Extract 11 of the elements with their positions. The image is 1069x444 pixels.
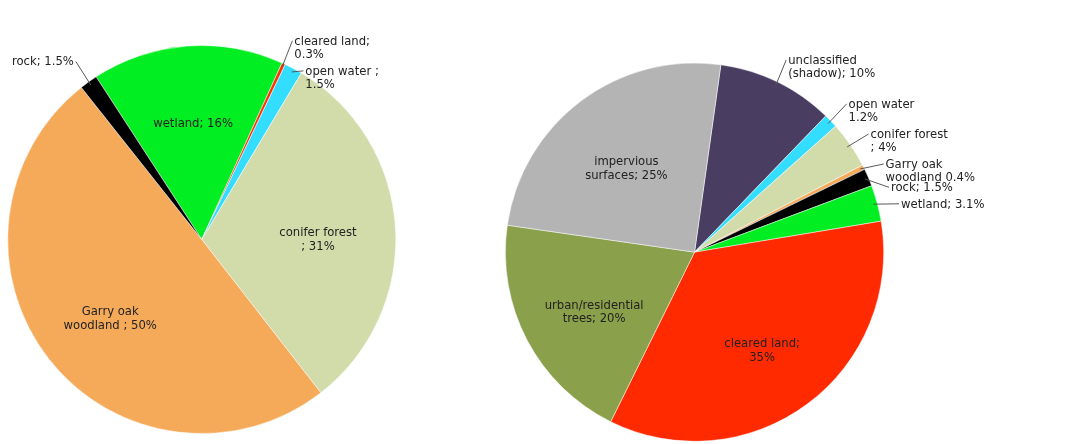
slice-label: unclassified (shadow); 10% [788,52,876,81]
slice-label: conifer forest ; 4% [870,126,949,155]
slice-label: wetland; 16% [153,116,233,131]
slice-label: open water ; 1.5% [305,63,379,92]
slice-label: Garry oak woodland ; 50% [63,304,157,332]
slice-label: conifer forest ; 31% [279,225,358,253]
slice-label: impervious surfaces; 25% [585,154,668,182]
slice-label: cleared land; 35% [724,336,800,364]
slice-label: urban/residential trees; 20% [544,297,644,326]
slice-label: wetland; 3.1% [901,196,985,211]
slice-label: rock; 1.5% [11,54,74,69]
